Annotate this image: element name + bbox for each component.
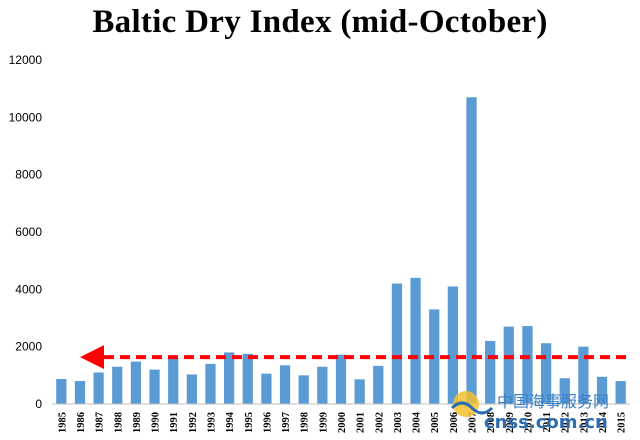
y-tick-label: 6000 — [15, 225, 42, 239]
bar — [335, 354, 347, 404]
x-tick-label: 2015 — [617, 412, 628, 433]
bar — [261, 373, 272, 404]
watermark-text-cn: 中国海事服务网 — [497, 392, 609, 411]
bar — [279, 365, 291, 404]
x-tick-label: 1993 — [206, 412, 217, 433]
bar — [503, 326, 514, 404]
x-tick-label: 2011 — [542, 412, 553, 432]
bar — [596, 376, 608, 404]
x-tick-label: 2013 — [579, 412, 590, 433]
x-tick-label: 1998 — [300, 412, 311, 433]
x-tick-label: 1986 — [76, 412, 87, 433]
x-tick-label: 1999 — [318, 412, 329, 433]
watermark-wave-icon — [450, 401, 494, 415]
bar — [410, 277, 421, 404]
chart-title: Baltic Dry Index (mid-October) — [92, 4, 548, 40]
bar — [559, 378, 570, 404]
y-axis-ticks: 0 2000 4000 6000 8000 10000 12000 — [9, 53, 43, 411]
bar — [373, 365, 384, 404]
bar — [186, 374, 197, 404]
bar — [447, 286, 458, 404]
x-tick-label: 1994 — [225, 411, 236, 433]
y-tick-label: 2000 — [15, 340, 42, 354]
bar — [578, 346, 589, 404]
bar — [56, 379, 67, 404]
bar — [317, 366, 328, 404]
bar — [615, 381, 626, 404]
x-tick-label: 1990 — [151, 412, 162, 433]
y-tick-label: 4000 — [15, 282, 42, 296]
x-tick-label: 2003 — [393, 412, 404, 433]
bar — [130, 361, 142, 404]
bar — [149, 369, 160, 404]
x-tick-label: 2004 — [412, 411, 423, 433]
bar — [540, 343, 552, 404]
y-tick-label: 10000 — [9, 110, 43, 124]
bars — [56, 97, 626, 405]
bar — [112, 366, 123, 404]
x-tick-label: 2014 — [598, 411, 609, 433]
x-tick-label: 2008 — [486, 412, 497, 433]
x-tick-label: 2010 — [523, 412, 534, 433]
bar — [429, 309, 440, 404]
x-tick-label: 2000 — [337, 412, 348, 433]
x-tick-label: 1987 — [95, 412, 106, 433]
bar — [466, 97, 477, 405]
bar — [522, 326, 533, 404]
x-tick-label: 2005 — [430, 412, 441, 433]
x-tick-label: 2006 — [449, 412, 460, 433]
x-tick-label: 2007 — [468, 412, 479, 433]
x-tick-label: 2012 — [561, 412, 572, 433]
x-tick-label: 1997 — [281, 412, 292, 433]
y-tick-label: 8000 — [15, 168, 42, 182]
x-tick-label: 2001 — [356, 412, 367, 433]
x-axis-ticks: 1985 1986 1987 1988 1989 1990 1991 1992 1993 1994… — [57, 411, 627, 433]
y-tick-label: 0 — [35, 397, 42, 411]
x-tick-label: 1992 — [188, 412, 199, 433]
bar — [93, 372, 104, 404]
bar — [298, 375, 309, 404]
x-tick-label: 1989 — [132, 412, 143, 433]
watermark: 中国海事服务网 cnss.com.cn — [450, 391, 609, 433]
x-tick-label: 2009 — [505, 412, 516, 433]
x-tick-label: 2002 — [374, 412, 385, 433]
watermark-text-en: cnss.com.cn — [484, 412, 608, 433]
y-tick-label: 12000 — [9, 53, 43, 67]
bar — [485, 340, 496, 404]
x-tick-label: 1991 — [169, 412, 180, 433]
bar — [74, 381, 86, 404]
bar — [354, 379, 365, 404]
bar — [391, 283, 403, 404]
bar — [242, 353, 253, 404]
bar — [168, 358, 179, 404]
x-tick-label: 1988 — [113, 412, 124, 433]
bar — [205, 363, 216, 404]
x-tick-label: 1996 — [262, 412, 273, 433]
x-tick-label: 1985 — [57, 412, 68, 433]
x-tick-label: 1995 — [244, 412, 255, 433]
bar — [224, 352, 235, 404]
